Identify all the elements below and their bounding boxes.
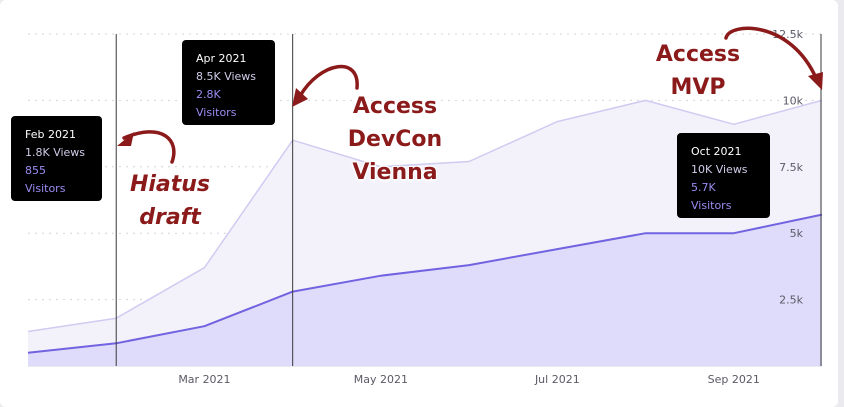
annotation-line: MVP [670,75,726,100]
tooltip-visitors: 855 Visitors [25,164,66,195]
tooltip-feb-2021: Feb 2021 1.8K Views 855 Visitors [11,116,102,201]
y-tick-label: 10k [783,94,804,107]
tooltip-apr-2021: Apr 2021 8.5K Views 2.8K Visitors [182,40,275,125]
tooltip-oct-2021: Oct 2021 10K Views 5.7K Visitors [677,133,770,218]
annotation-arrow-hiatus [122,130,176,164]
annotation-arrow-devcon [298,64,359,98]
tooltip-views: 1.8K Views [25,146,86,159]
x-tick-label: Mar 2021 [178,373,230,386]
annotation-line: DevCon [347,127,443,152]
y-tick-label: 7.5k [779,161,803,174]
annotation-line: Access [352,94,438,119]
annotation-arrow-hiatus-head [117,132,134,146]
tooltip-views: 8.5K Views [196,70,257,83]
annotation-access-devcon-vienna: Access DevCon Vienna [339,90,451,189]
annotation-access-mvp: Access MVP [650,38,746,104]
annotation-line: Hiatus [129,172,211,197]
x-tick-label: Sep 2021 [708,373,760,386]
series-line-visitors [27,213,823,354]
annotation-arrow-devcon-head [292,88,308,107]
x-tick-label: Jul 2021 [534,373,580,386]
annotation-line: draft [139,205,201,230]
tooltip-visitors: 5.7K Visitors [691,181,732,212]
tooltip-date: Oct 2021 [691,145,742,158]
tooltip-views: 10K Views [691,163,748,176]
annotation-hiatus-draft: Hiatus draft [118,168,222,234]
x-tick-label: May 2021 [354,373,408,386]
tooltip-visitors: 2.8K Visitors [196,88,237,119]
tooltip-date: Feb 2021 [25,128,76,141]
annotation-line: Vienna [352,160,438,185]
y-tick-label: 2.5k [779,294,803,307]
annotation-arrow-mvp [724,26,818,80]
annotation-line: Access [655,42,741,67]
series-line-views [27,99,823,333]
annotation-arrow-mvp-head [808,72,823,90]
y-tick-label: 5k [790,227,804,240]
series-area-visitors [28,214,822,366]
tooltip-date: Apr 2021 [196,52,247,65]
